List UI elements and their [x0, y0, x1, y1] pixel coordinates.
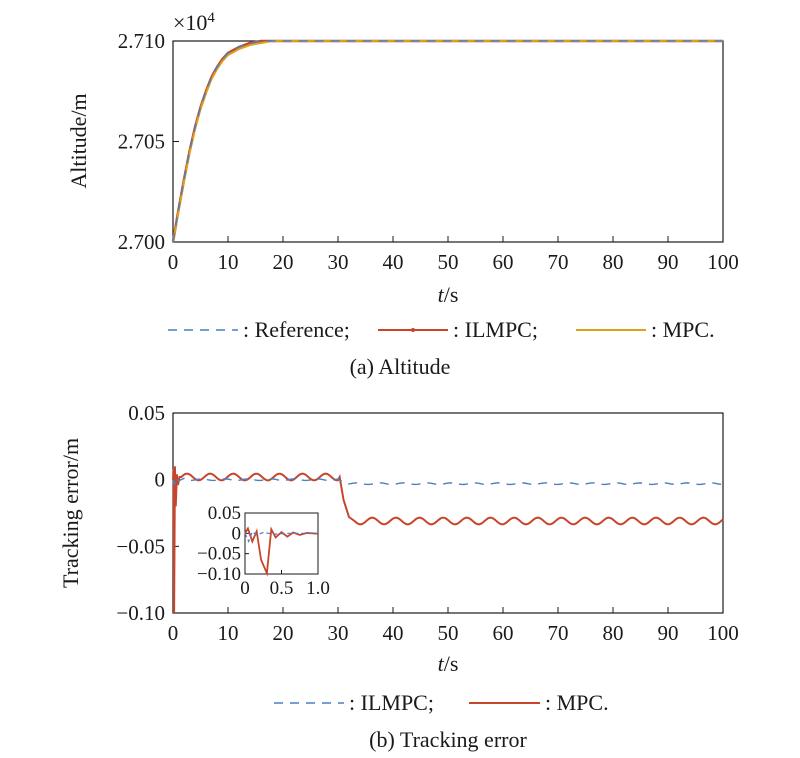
x-tick-label-a: 100 [707, 250, 739, 274]
y-tick-label-a: 2.710 [118, 29, 165, 53]
caption-b: (b) Tracking error [369, 727, 527, 752]
y-ticks-a: 2.700 2.705 2.710 [118, 29, 179, 254]
y-tick-label-b: −0.05 [116, 534, 165, 558]
exponent-power: 4 [207, 10, 215, 26]
series-line-b-ilmpc [172, 474, 724, 486]
y-tick-label-a: 2.705 [118, 130, 165, 154]
series-group-a [171, 39, 723, 243]
y-axis-label-b: Tracking error/m [58, 438, 83, 588]
x-tick-label-a: 80 [603, 250, 624, 274]
legend-a-ilmpc-label: : ILMPC; [453, 317, 538, 342]
x-tick-label-b: 70 [548, 621, 569, 645]
inset-line-mpc [244, 526, 319, 577]
x-tick-label-b: 20 [273, 621, 294, 645]
inset-ticks: 0.050−0.05−0.100 0.5 1.0 [197, 503, 330, 599]
x-tick-label-a: 20 [273, 250, 294, 274]
legend-a-reference-label: : Reference; [243, 317, 350, 342]
x-tick-label-a: 50 [438, 250, 459, 274]
x-tick-label-a: 0 [168, 250, 179, 274]
x-axis-label-a: t/s [438, 282, 459, 307]
y-axis-label-a: Altitude/m [66, 93, 91, 188]
series-group-b [172, 466, 724, 614]
x-tick-label-b: 0 [168, 621, 179, 645]
y-tick-label-b: 0 [155, 468, 166, 492]
x-tick-label-a: 30 [328, 250, 349, 274]
series-line-a-ilmpc [171, 39, 723, 243]
x-tick-label-b: 10 [218, 621, 239, 645]
x-ticks-a: 0 10 20 30 40 50 60 70 80 90 100 [168, 236, 739, 274]
inset-x-tick-label: 1.0 [306, 578, 330, 599]
inset-series [244, 526, 319, 577]
legend-b: : ILMPC; : MPC. [274, 690, 609, 715]
x-tick-label-a: 70 [548, 250, 569, 274]
caption-a: (a) Altitude [350, 354, 451, 379]
x-axis-label-b: t/s [438, 651, 459, 676]
y-tick-label-b: 0.05 [128, 401, 165, 425]
y-tick-label-a: 2.700 [118, 230, 165, 254]
legend-b-mpc-label: : MPC. [545, 690, 609, 715]
series-line-b-mpc [172, 466, 724, 614]
inset-x-tick-label: 0 [240, 578, 250, 599]
x-tick-label-b: 100 [707, 621, 739, 645]
x-tick-label-b: 80 [603, 621, 624, 645]
inset-frame [244, 512, 319, 575]
series-line-a-reference [172, 40, 723, 243]
inset-y-tick-label: −0.10 [197, 564, 241, 585]
legend-b-ilmpc-label: : ILMPC; [349, 690, 434, 715]
inset-y-tick-label: 0.05 [208, 503, 241, 524]
inset-x-tick-label: 0.5 [270, 578, 294, 599]
chart-tracking-error: 0.050−0.05−0.10 0 10 20 30 40 50 60 70 80 90 100 T… [58, 401, 739, 752]
inset-plot: 0.050−0.05−0.100 0.5 1.0 [197, 503, 330, 599]
x-tick-label-a: 10 [218, 250, 239, 274]
plot-frame-a [172, 40, 724, 243]
x-tick-label-a: 40 [383, 250, 404, 274]
x-tick-label-b: 60 [493, 621, 514, 645]
y-ticks-b: 0.05 0 −0.05 −0.10 [116, 401, 179, 625]
x-tick-label-b: 90 [658, 621, 679, 645]
y-tick-label-b: −0.10 [116, 601, 165, 625]
x-tick-label-a: 60 [493, 250, 514, 274]
chart-altitude: 2.700 2.705 2.710 0 10 20 30 40 50 60 70 80 90 100 ×… [66, 10, 739, 379]
x-tick-label-b: 30 [328, 621, 349, 645]
x-tick-label-a: 90 [658, 250, 679, 274]
x-tick-label-b: 40 [383, 621, 404, 645]
inset-y-tick-label: 0 [232, 523, 242, 544]
x-tick-label-b: 50 [438, 621, 459, 645]
inset-y-tick-label: −0.05 [197, 544, 241, 565]
series-line-a-mpc [172, 40, 723, 243]
inset-line-ilmpc [244, 530, 318, 544]
legend-a-ilmpc-marker [411, 328, 415, 332]
legend-a: : Reference; : ILMPC; : MPC. [168, 317, 715, 342]
exponent-label: ×104 [173, 10, 215, 35]
legend-a-mpc-label: : MPC. [651, 317, 715, 342]
x-ticks-b: 0 10 20 30 40 50 60 70 80 90 100 [168, 607, 739, 645]
